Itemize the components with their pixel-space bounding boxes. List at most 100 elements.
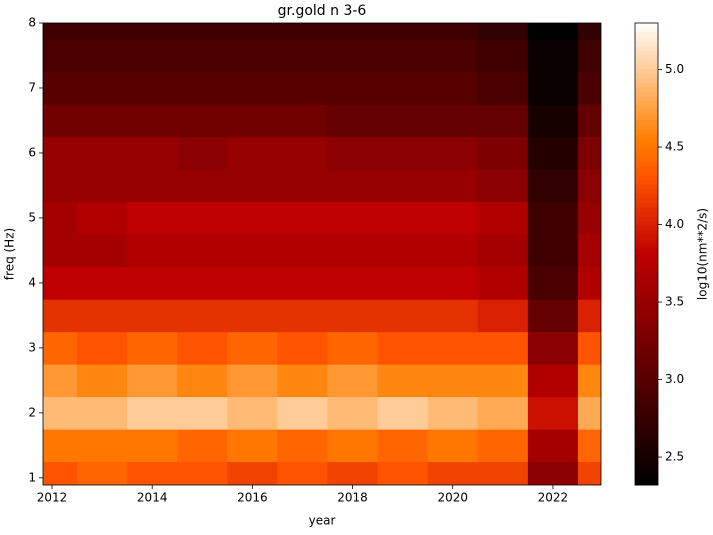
colorbar-step — [635, 341, 658, 347]
y-tick-label: 7 — [28, 80, 36, 94]
heatmap-cell — [227, 299, 278, 333]
heatmap-cell — [577, 201, 601, 235]
heatmap-cell — [327, 234, 379, 268]
heatmap-cell — [43, 299, 78, 333]
heatmap-cell — [577, 461, 601, 485]
x-tick-label: 2020 — [437, 491, 468, 505]
colorbar-step — [635, 120, 658, 126]
colorbar-step — [635, 180, 658, 186]
colorbar-step — [635, 443, 658, 449]
x-tick-label: 2018 — [337, 491, 368, 505]
heatmap-cell — [177, 396, 228, 430]
heatmap-cell — [477, 104, 529, 138]
colorbar-step — [635, 392, 658, 398]
y-tick-label: 3 — [28, 340, 36, 354]
colorbar-step — [635, 327, 658, 334]
heatmap-cell — [577, 23, 601, 40]
heatmap-cell — [277, 364, 329, 398]
colorbar-tick-label: 3.0 — [665, 372, 684, 386]
heatmap-cell — [43, 136, 78, 170]
heatmap-cell — [77, 299, 128, 333]
colorbar-step — [635, 198, 658, 204]
heatmap-cell — [277, 234, 329, 268]
heatmap-cell — [177, 104, 228, 138]
colorbar-step — [635, 230, 658, 237]
heatmap-cell — [43, 201, 78, 235]
colorbar-step — [635, 73, 658, 79]
colorbar-step — [635, 152, 658, 158]
heatmap-cell — [77, 364, 128, 398]
colorbar-step — [635, 438, 658, 444]
colorbar-step — [635, 355, 658, 361]
chart-title: gr.gold n 3-6 — [278, 3, 367, 19]
heatmap-cell — [577, 169, 601, 203]
colorbar-step — [635, 226, 658, 232]
colorbar-label: log10(nm**2/s) — [696, 208, 710, 300]
heatmap-cell — [327, 266, 379, 300]
colorbar-step — [635, 36, 658, 42]
colorbar-step — [635, 170, 658, 176]
heatmap-cell — [377, 39, 429, 73]
heatmap-cell — [427, 136, 479, 170]
heatmap-cell — [43, 396, 78, 430]
y-axis-label: freq (Hz) — [3, 228, 17, 280]
heatmap-cell — [327, 136, 379, 170]
heatmap-cell — [177, 169, 228, 203]
heatmap-cell — [327, 71, 379, 105]
heatmap-cell — [227, 23, 278, 40]
heatmap-cell — [277, 266, 329, 300]
heatmap-cell — [427, 39, 479, 73]
heatmap-cell — [377, 201, 429, 235]
heatmap-cell — [127, 234, 178, 268]
heatmap-cell — [427, 331, 479, 365]
heatmap-cell — [527, 364, 579, 398]
heatmap-cell — [527, 299, 579, 333]
colorbar-step — [635, 351, 658, 357]
colorbar-step — [635, 55, 658, 61]
colorbar-step — [635, 309, 658, 315]
heatmap-cell — [77, 136, 128, 170]
heatmap-cell — [427, 266, 479, 300]
heatmap-cell — [177, 39, 228, 73]
colorbar-step — [635, 143, 658, 149]
heatmap-cell — [227, 169, 278, 203]
heatmap-cell — [577, 299, 601, 333]
heatmap-cell — [227, 71, 278, 105]
heatmap-cell — [43, 364, 78, 398]
heatmap-cell — [277, 461, 329, 485]
plot-frame — [42, 22, 602, 486]
heatmap-cell — [577, 396, 601, 430]
colorbar-step — [635, 221, 658, 227]
heatmap-cell — [127, 396, 178, 430]
colorbar-step — [635, 41, 658, 47]
colorbar-step — [635, 272, 658, 278]
y-tick-label: 5 — [28, 210, 36, 224]
heatmap-cell — [227, 136, 278, 170]
heatmap-cell — [43, 429, 78, 463]
heatmap-cell — [227, 266, 278, 300]
heatmap-cell — [277, 331, 329, 365]
colorbar-step — [635, 378, 658, 384]
heatmap-cell — [527, 136, 579, 170]
y-tick-label: 6 — [28, 145, 36, 159]
heatmap-cell — [177, 266, 228, 300]
heatmap-cell — [327, 461, 379, 485]
heatmap-cell — [377, 266, 429, 300]
y-tick-label: 1 — [28, 470, 36, 484]
heatmap-cell — [227, 39, 278, 73]
heatmap-cell — [527, 331, 579, 365]
heatmap-cell — [377, 104, 429, 138]
heatmap-cell — [327, 364, 379, 398]
colorbar-tick-label: 2.5 — [665, 450, 684, 464]
colorbar-step — [635, 175, 658, 181]
heatmap-cell — [477, 71, 529, 105]
colorbar-step — [635, 50, 658, 56]
heatmap-cell — [577, 71, 601, 105]
heatmap-cell — [427, 299, 479, 333]
y-tick-label: 8 — [28, 16, 36, 30]
heatmap-cell — [527, 39, 579, 73]
colorbar-step — [635, 184, 658, 190]
x-tick-label: 2014 — [137, 491, 168, 505]
heatmap-cell — [427, 71, 479, 105]
